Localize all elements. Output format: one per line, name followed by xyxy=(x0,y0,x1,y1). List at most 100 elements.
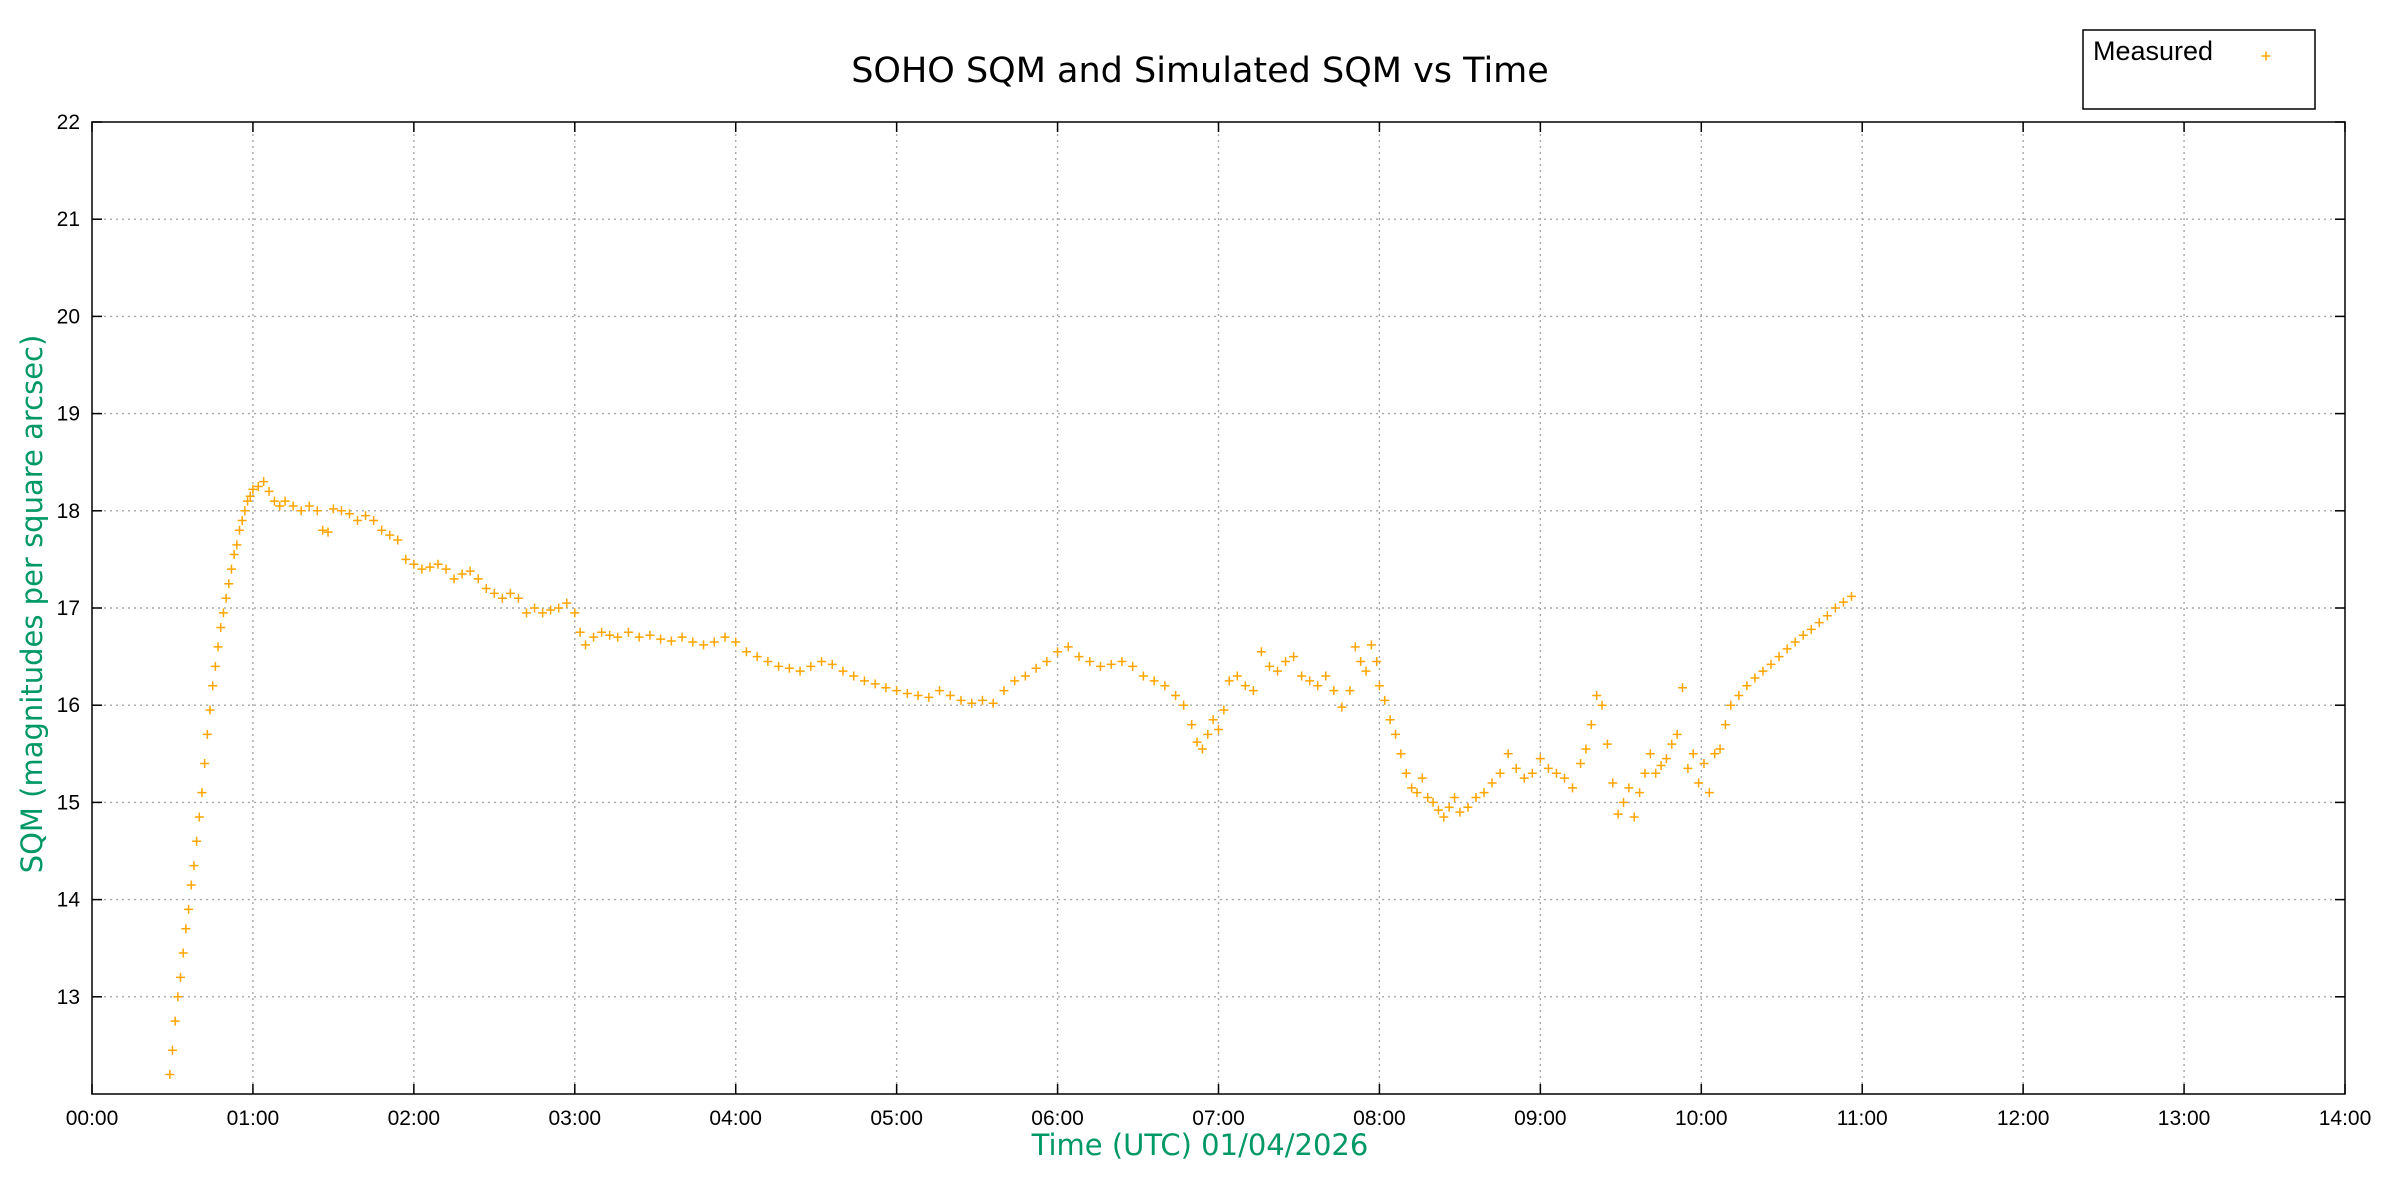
y-tick-label: 22 xyxy=(57,111,80,134)
data-point xyxy=(795,666,805,676)
data-point xyxy=(328,504,338,514)
data-point xyxy=(1219,705,1229,715)
grid-lines xyxy=(92,122,2345,1094)
x-tick-label: 04:00 xyxy=(709,1107,762,1130)
data-point xyxy=(1063,642,1073,652)
data-point xyxy=(1203,729,1213,739)
chart-title: SOHO SQM and Simulated SQM vs Time xyxy=(851,51,1549,91)
data-point xyxy=(1624,783,1634,793)
data-point xyxy=(253,482,263,491)
data-point xyxy=(336,506,346,516)
data-point xyxy=(1629,812,1639,822)
legend-marker-plus-icon xyxy=(2261,51,2271,61)
data-point xyxy=(817,656,827,666)
y-tick-label: 17 xyxy=(57,597,80,620)
data-point xyxy=(1635,788,1645,798)
data-point xyxy=(213,642,223,652)
data-point xyxy=(1149,676,1159,686)
data-point xyxy=(1106,659,1116,669)
data-point xyxy=(1750,673,1760,683)
data-point xyxy=(623,627,633,637)
data-point xyxy=(1560,773,1569,783)
data-point xyxy=(1321,671,1331,681)
data-point xyxy=(248,484,258,494)
data-point xyxy=(1535,754,1545,764)
data-point xyxy=(1273,666,1283,676)
x-tick-label: 05:00 xyxy=(870,1107,923,1130)
data-point xyxy=(741,647,751,657)
data-point xyxy=(1128,661,1138,671)
data-point xyxy=(173,992,183,1002)
data-point xyxy=(1085,656,1095,666)
data-point xyxy=(344,509,354,519)
data-point xyxy=(1790,637,1800,647)
data-point xyxy=(1256,647,1266,657)
data-point xyxy=(656,634,666,644)
data-point xyxy=(709,637,719,647)
x-tick-label: 02:00 xyxy=(388,1107,441,1130)
data-point xyxy=(259,477,269,487)
data-point xyxy=(554,603,564,613)
data-point xyxy=(1586,720,1596,730)
data-point xyxy=(1305,676,1315,686)
x-tick-label: 06:00 xyxy=(1031,1107,1084,1130)
data-point xyxy=(377,525,387,535)
data-point xyxy=(1640,768,1650,778)
data-point xyxy=(1672,729,1682,739)
data-point xyxy=(1455,807,1465,817)
data-point xyxy=(489,588,499,598)
data-point xyxy=(956,695,966,705)
data-point xyxy=(1192,737,1202,747)
data-point xyxy=(1074,652,1084,662)
data-point xyxy=(186,880,196,890)
data-point xyxy=(613,632,623,642)
data-point xyxy=(1602,739,1612,749)
x-tick-label: 03:00 xyxy=(549,1107,602,1130)
data-point xyxy=(1224,676,1234,686)
data-point xyxy=(999,686,1009,696)
legend-box xyxy=(2082,29,2316,110)
data-point xyxy=(210,661,220,671)
data-point xyxy=(522,608,532,618)
data-point xyxy=(441,564,451,574)
data-point xyxy=(1053,647,1063,657)
data-point xyxy=(1814,618,1824,628)
data-point xyxy=(1138,671,1148,681)
data-point xyxy=(677,632,687,642)
data-point xyxy=(892,686,902,696)
data-point xyxy=(1372,656,1382,666)
data-point xyxy=(1495,768,1505,778)
data-point xyxy=(881,683,891,693)
data-point xyxy=(167,1045,177,1055)
data-point xyxy=(218,608,228,618)
legend-marker-plus-icon xyxy=(2261,51,2271,61)
data-point xyxy=(1720,720,1730,730)
data-point xyxy=(1758,666,1768,676)
data-point xyxy=(304,501,314,511)
data-point xyxy=(1613,809,1623,819)
data-point xyxy=(838,666,848,676)
data-point xyxy=(312,506,322,516)
y-tick-label: 14 xyxy=(57,889,81,912)
plot-frame xyxy=(91,121,2346,1095)
data-point xyxy=(581,640,591,650)
data-point xyxy=(1503,749,1513,759)
data-point xyxy=(224,579,234,589)
data-point xyxy=(369,516,379,526)
data-point xyxy=(1471,793,1481,803)
data-point xyxy=(1010,676,1020,686)
data-point xyxy=(1439,812,1449,822)
data-point xyxy=(184,904,194,914)
data-point xyxy=(417,564,427,574)
data-point xyxy=(473,574,483,584)
data-point xyxy=(1281,656,1291,666)
data-point xyxy=(1527,768,1537,778)
data-point xyxy=(237,516,247,526)
data-point xyxy=(1678,683,1688,693)
data-point xyxy=(1766,659,1776,669)
data-point xyxy=(1240,681,1250,691)
data-point xyxy=(409,559,419,569)
data-point xyxy=(1171,690,1181,700)
x-tick-label: 07:00 xyxy=(1192,1107,1245,1130)
data-point xyxy=(457,569,467,579)
